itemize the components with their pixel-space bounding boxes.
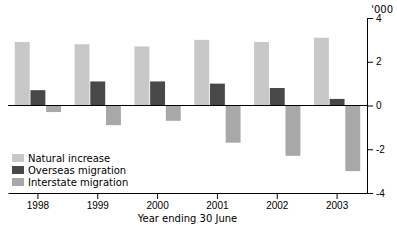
- bar: [134, 46, 149, 105]
- y-tick: 2: [367, 56, 382, 67]
- legend-swatch: [12, 166, 24, 174]
- bar: [345, 106, 360, 172]
- bar: [46, 106, 61, 113]
- bar: [226, 106, 241, 143]
- y-tick-label: -4: [376, 188, 385, 199]
- baseline: [8, 105, 367, 106]
- x-tick-mark: [337, 193, 338, 199]
- y-tick-mark: [367, 62, 373, 63]
- x-tick: 1998: [27, 193, 50, 211]
- legend-label: Interstate migration: [28, 177, 128, 188]
- bar: [106, 106, 121, 126]
- bar: [254, 42, 269, 105]
- bar-series: [15, 38, 329, 106]
- bar: [330, 99, 345, 106]
- x-tick-mark: [277, 193, 278, 199]
- bar: [75, 44, 90, 105]
- legend-item: Interstate migration: [12, 177, 128, 188]
- x-axis-line: [9, 193, 368, 194]
- x-tick: 1999: [87, 193, 110, 211]
- y-tick-label: 2: [376, 56, 382, 67]
- y-axis-line: [368, 19, 374, 194]
- legend-label: Overseas migration: [28, 165, 126, 176]
- bar: [194, 40, 209, 106]
- y-tick: -2: [367, 144, 385, 155]
- bar: [150, 81, 165, 105]
- x-tick-label: 2002: [266, 200, 289, 211]
- x-tick: 2002: [266, 193, 289, 211]
- y-tick: 0: [367, 100, 382, 111]
- legend: Natural increaseOverseas migrationInters…: [12, 153, 128, 188]
- y-axis: -4-2024: [367, 13, 385, 199]
- plot: 199819992000200120022003-4-2024Natural i…: [8, 13, 385, 211]
- x-axis-title: Year ending 30 June: [137, 213, 238, 224]
- y-tick-mark: [367, 106, 373, 107]
- x-tick-mark: [37, 193, 38, 199]
- bar-series: [30, 81, 344, 105]
- y-tick-mark: [367, 18, 373, 19]
- y-tick: -4: [367, 188, 385, 199]
- bar: [166, 106, 181, 121]
- bar: [270, 88, 285, 106]
- bar: [30, 90, 45, 105]
- x-tick-label: 2000: [146, 200, 169, 211]
- y-tick-mark: [367, 149, 373, 150]
- y-tick-mark: [367, 193, 373, 194]
- x-tick-label: 2001: [206, 200, 229, 211]
- x-tick: 2003: [326, 193, 349, 211]
- legend-swatch: [12, 178, 24, 186]
- x-tick-label: 1999: [87, 200, 110, 211]
- x-tick-mark: [97, 193, 98, 199]
- y-axis-title: '000: [371, 4, 393, 15]
- x-tick-label: 1998: [27, 200, 50, 211]
- bar: [210, 84, 225, 106]
- y-tick-label: -2: [376, 144, 385, 155]
- legend-swatch: [12, 154, 24, 162]
- x-tick-label: 2003: [326, 200, 349, 211]
- chart: 199819992000200120022003-4-2024Natural i…: [0, 0, 397, 227]
- y-tick-label: 0: [376, 100, 382, 111]
- x-tick-mark: [217, 193, 218, 199]
- x-tick-mark: [157, 193, 158, 199]
- bar: [90, 81, 105, 105]
- bar: [15, 42, 30, 105]
- bar: [285, 106, 300, 156]
- legend-label: Natural increase: [28, 153, 110, 164]
- legend-item: Overseas migration: [12, 165, 126, 176]
- bars: [15, 38, 360, 171]
- legend-item: Natural increase: [12, 153, 110, 164]
- bar: [314, 38, 329, 106]
- x-tick: 2001: [206, 193, 229, 211]
- x-axis: 1998 1999 2000 2001 2002 2003: [9, 193, 368, 211]
- x-tick: 2000: [146, 193, 169, 211]
